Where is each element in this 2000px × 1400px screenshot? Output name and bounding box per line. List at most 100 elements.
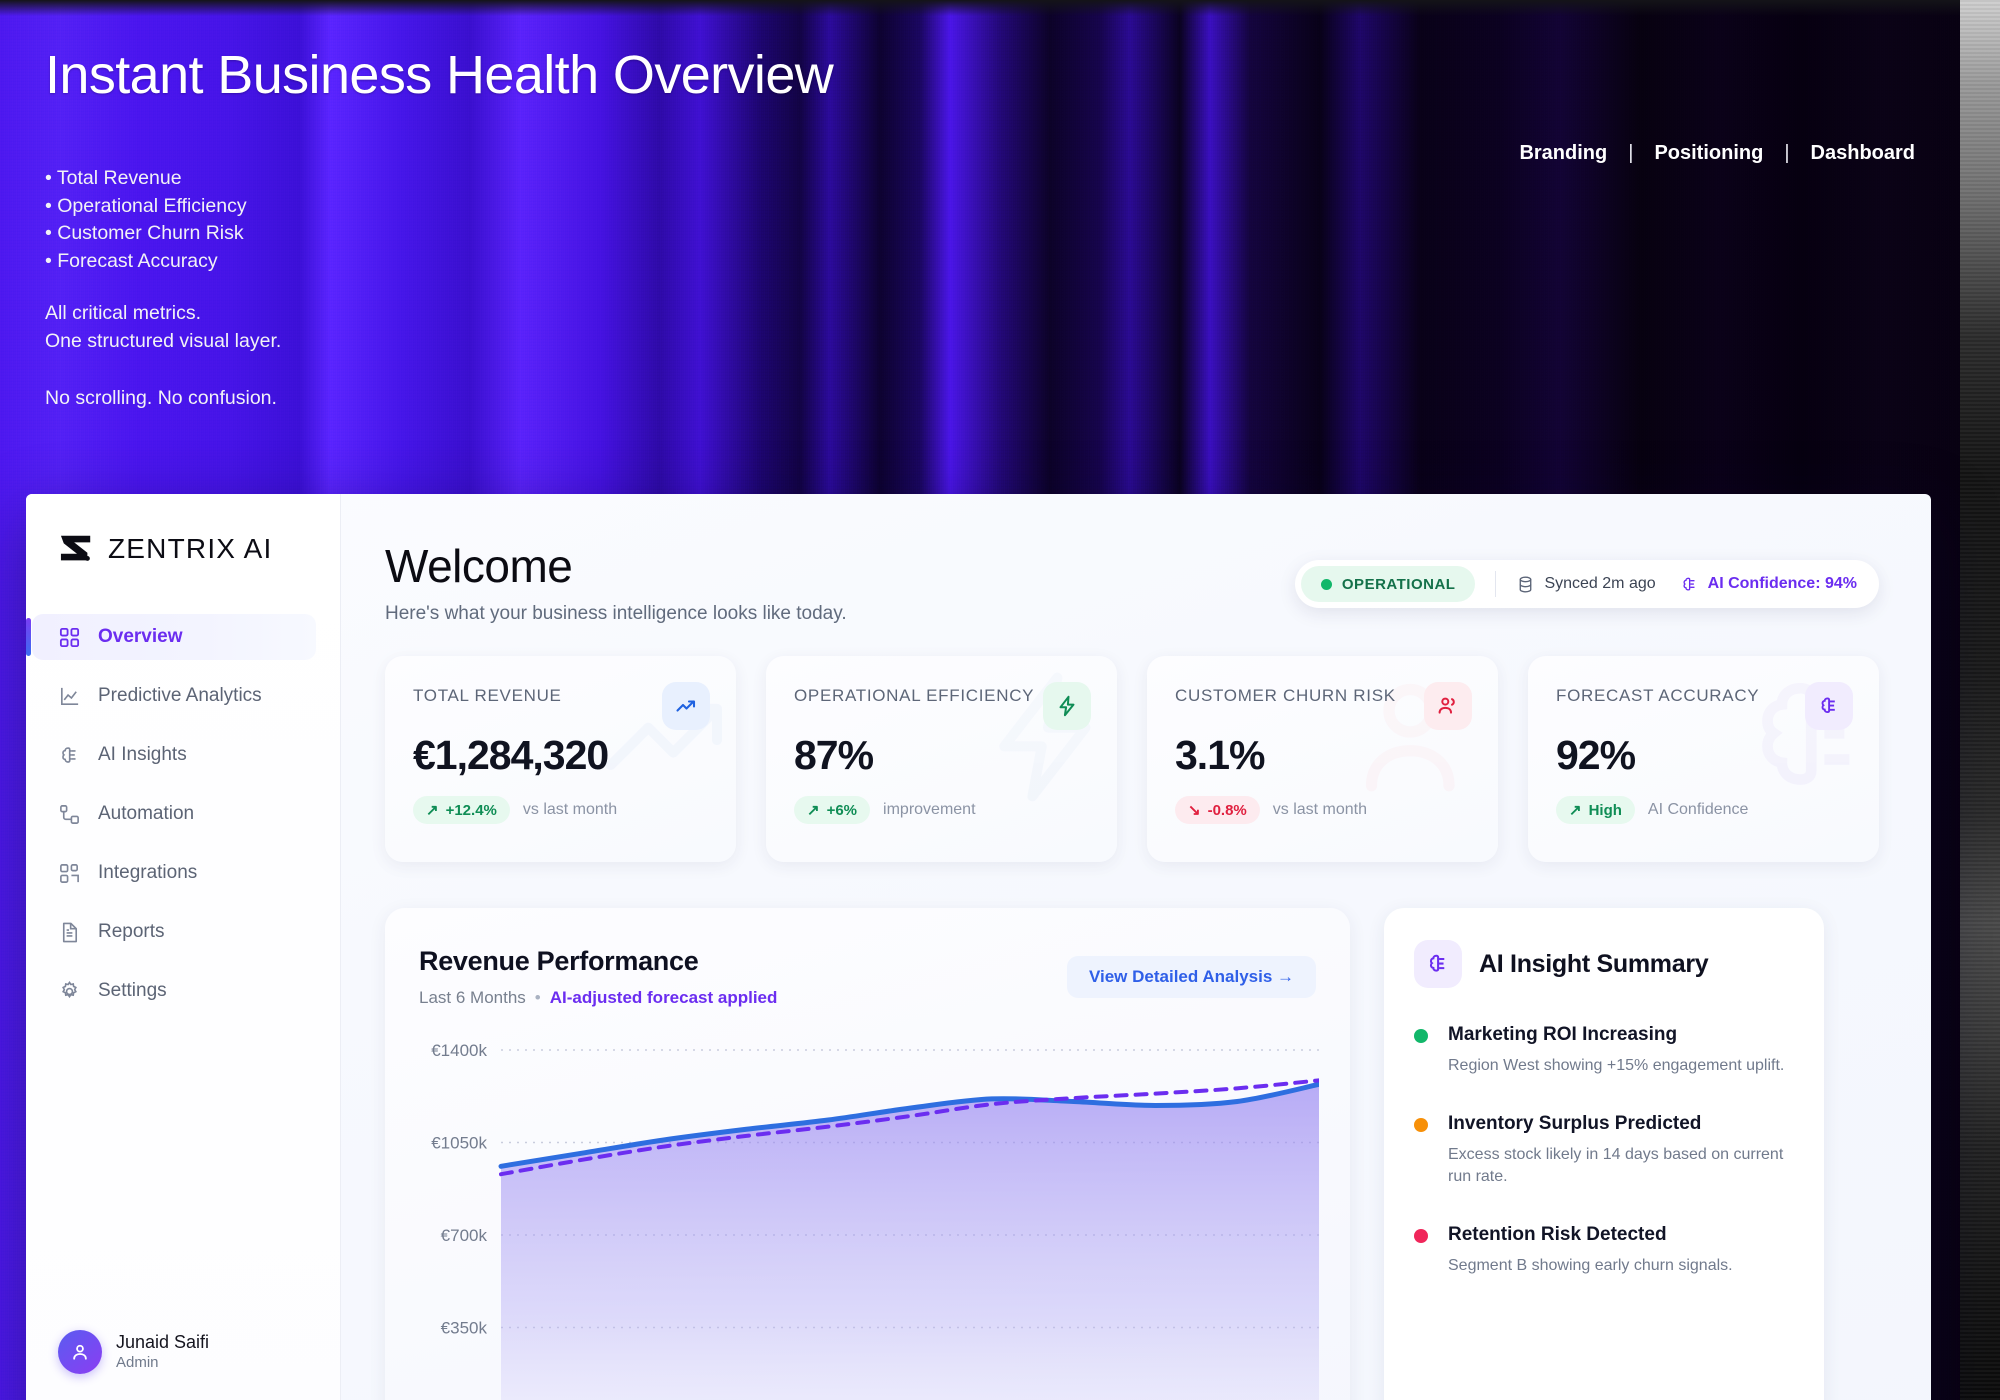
insight-header: AI Insight Summary xyxy=(1414,940,1794,988)
sidebar-item-ai-insights[interactable]: AI Insights xyxy=(32,732,316,778)
page-subtitle: Here's what your business intelligence l… xyxy=(385,603,847,624)
kpi-label: OPERATIONAL EFFICIENCY xyxy=(794,686,1035,705)
arrow-down-icon: ↘ xyxy=(1188,802,1201,819)
kpi-badge xyxy=(662,682,710,730)
hero-nav-separator: | xyxy=(1628,142,1634,164)
chart-y-tick: €350k xyxy=(441,1319,488,1338)
page-title: Welcome xyxy=(385,540,573,592)
document-icon xyxy=(62,922,78,942)
status-dot-icon xyxy=(1320,578,1332,590)
kpi-card-customer-churn-risk[interactable]: CUSTOMER CHURN RISK 3.1% ↘ -0.8% vs last… xyxy=(1147,656,1498,862)
gear-icon xyxy=(62,980,77,998)
sidebar-item-settings[interactable]: Settings xyxy=(32,968,316,1014)
insight-title: AI Insight Summary xyxy=(1479,949,1709,978)
hero-nav-item-positioning[interactable]: Positioning xyxy=(1654,142,1764,164)
revenue-chart-svg: €1400k €1050k €700k €350k xyxy=(431,1041,1322,1400)
brain-icon xyxy=(1821,697,1835,714)
kpi-badge xyxy=(1805,682,1853,730)
hero-subtext-line: All critical metrics. xyxy=(45,302,202,324)
status-badge-label: OPERATIONAL xyxy=(1341,575,1456,593)
insight-item-desc: Segment B showing early churn signals. xyxy=(1448,1257,1733,1274)
ai-confidence-label: AI Confidence: 94% xyxy=(1707,575,1857,592)
kpi-delta-value: -0.8% xyxy=(1207,801,1247,819)
status-dot-icon xyxy=(1414,1229,1428,1243)
chart-forecast-line xyxy=(499,1078,1321,1177)
status-dot-icon xyxy=(1414,1029,1428,1043)
kpi-note: vs last month xyxy=(522,801,618,818)
line-chart-icon xyxy=(61,687,79,705)
hero-bullet: • Operational Efficiency xyxy=(45,194,247,217)
ai-insight-summary-card: AI Insight Summary Marketing ROI Increas… xyxy=(1384,908,1824,1400)
database-icon xyxy=(1520,576,1532,592)
sidebar-item-label: Reports xyxy=(98,921,165,942)
hero-nav-item-branding[interactable]: Branding xyxy=(1519,142,1608,164)
insight-item-desc: Region West showing +15% engagement upli… xyxy=(1448,1057,1785,1074)
logo-text: ZENTRIX AI xyxy=(108,533,273,564)
sidebar-item-label: AI Insights xyxy=(98,744,187,765)
arrow-up-icon: ↗ xyxy=(426,802,439,819)
sync-label: Synced 2m ago xyxy=(1544,575,1656,592)
chart-meta: Last 6 Months • AI-adjusted forecast app… xyxy=(419,988,1316,1008)
insight-item[interactable]: Retention Risk Detected Segment B showin… xyxy=(1414,1224,1794,1277)
hero-subtext-line: No scrolling. No confusion. xyxy=(45,387,277,409)
kpi-card-operational-efficiency[interactable]: OPERATIONAL EFFICIENCY 87% ↗ +6% improve… xyxy=(766,656,1117,862)
status-badge[interactable]: OPERATIONAL xyxy=(1300,566,1476,602)
hero-nav: Branding | Positioning | Dashboard xyxy=(1519,142,1915,165)
insight-item[interactable]: Inventory Surplus Predicted Excess stock… xyxy=(1414,1113,1794,1188)
status-dot-icon xyxy=(1414,1118,1428,1132)
kpi-footer: ↘ -0.8% vs last month xyxy=(1175,796,1470,824)
sidebar-item-label: Automation xyxy=(98,803,195,824)
hero-top-shade xyxy=(0,0,1960,16)
logo[interactable]: ZENTRIX AI xyxy=(26,532,340,566)
brain-icon xyxy=(1429,954,1445,972)
kpi-note: improvement xyxy=(883,801,976,818)
avatar xyxy=(58,1330,102,1374)
chart-y-tick: €700k xyxy=(441,1226,488,1245)
sidebar-item-overview[interactable]: Overview xyxy=(26,614,316,660)
kpi-value: 87% xyxy=(794,732,874,778)
sidebar-item-integrations[interactable]: Integrations xyxy=(32,850,316,896)
pill-divider xyxy=(1495,571,1497,597)
hero-title: Instant Business Health Overview xyxy=(45,45,834,105)
kpi-delta-value: High xyxy=(1588,801,1622,819)
kpi-footer: ↗ +12.4% vs last month xyxy=(413,796,708,824)
kpi-badge xyxy=(1043,682,1091,730)
kpi-delta-chip: ↗ +6% xyxy=(794,796,871,824)
hero-bullet-list: • Total Revenue • Operational Efficiency… xyxy=(45,165,247,275)
workflow-icon xyxy=(60,804,79,824)
kpi-delta-chip: ↗ High xyxy=(1556,796,1635,824)
hero-bullet: • Total Revenue xyxy=(45,167,182,189)
kpi-delta-value: +12.4% xyxy=(445,801,497,819)
chart-y-tick: €1400k xyxy=(431,1041,487,1060)
main-content: Welcome Here's what your business intell… xyxy=(341,494,1931,1400)
sidebar-item-reports[interactable]: Reports xyxy=(32,909,316,955)
hero-bullet: • Customer Churn Risk xyxy=(45,222,244,244)
users-icon xyxy=(1438,697,1455,714)
sidebar-item-predictive-analytics[interactable]: Predictive Analytics xyxy=(32,673,316,719)
arrow-up-icon: ↗ xyxy=(807,802,820,819)
kpi-card-total-revenue[interactable]: TOTAL REVENUE €1,284,320 ↗ +12.4% vs las… xyxy=(385,656,736,862)
insight-item[interactable]: Marketing ROI Increasing Region West sho… xyxy=(1414,1024,1794,1077)
sidebar-item-label: Integrations xyxy=(98,862,198,883)
kpi-note: AI Confidence xyxy=(1647,801,1749,818)
kpi-delta-value: +6% xyxy=(826,801,858,819)
arrow-up-icon: ↗ xyxy=(1569,802,1582,819)
view-detailed-analysis-button[interactable]: View Detailed Analysis → xyxy=(1066,956,1316,998)
hero-subtext-block-1: All critical metrics. One structured vis… xyxy=(45,300,281,355)
insight-item-title: Marketing ROI Increasing xyxy=(1448,1024,1678,1045)
sidebar-item-label: Predictive Analytics xyxy=(98,685,262,706)
sidebar-item-automation[interactable]: Automation xyxy=(32,791,316,837)
dashboard-panel: ZENTRIX AI Overview Predictive Analytics… xyxy=(26,494,1931,1400)
brain-icon xyxy=(62,746,76,763)
hero-nav-item-dashboard[interactable]: Dashboard xyxy=(1810,142,1915,164)
kpi-card-forecast-accuracy[interactable]: FORECAST ACCURACY 92% ↗ High AI Confiden… xyxy=(1528,656,1879,862)
kpi-value: 92% xyxy=(1556,732,1636,778)
chart-ai-label: AI-adjusted forecast applied xyxy=(549,988,778,1007)
user-icon xyxy=(73,1344,87,1360)
kpi-label: CUSTOMER CHURN RISK xyxy=(1175,686,1396,705)
user-profile[interactable]: Junaid Saifi Admin xyxy=(58,1330,209,1374)
hero-subtext-line: One structured visual layer. xyxy=(45,329,282,352)
brain-icon xyxy=(1683,577,1695,591)
ai-confidence: AI Confidence: 94% xyxy=(1680,575,1857,594)
insight-item-desc: Excess stock likely in 14 days based on … xyxy=(1448,1146,1784,1185)
